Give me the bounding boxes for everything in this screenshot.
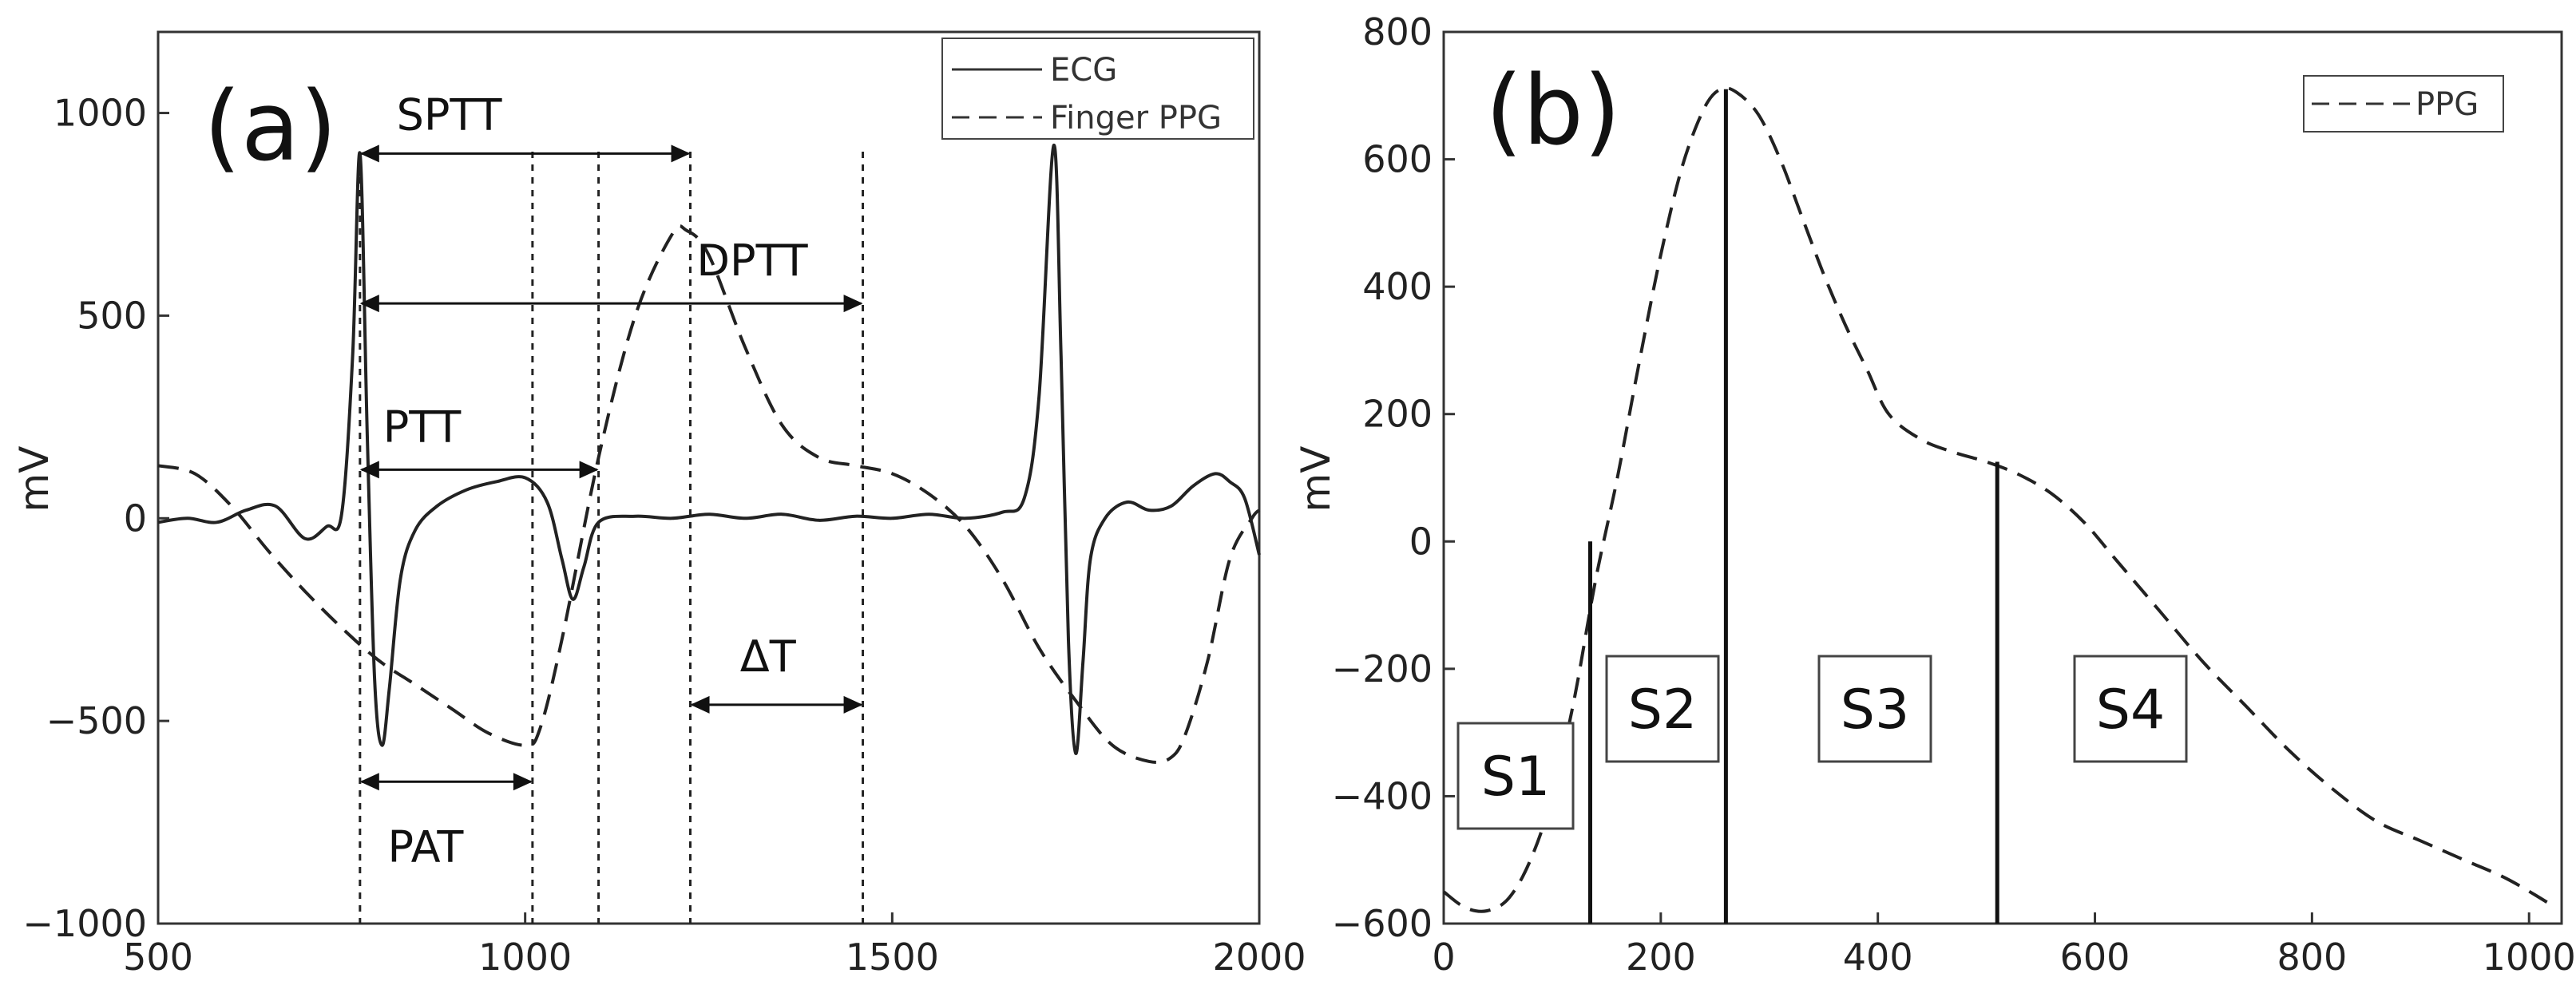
annotation-arrowhead-right <box>843 695 863 714</box>
segment-label-s3: S3 <box>1841 679 1909 742</box>
annotation-arrowhead-left <box>359 461 379 479</box>
panel-b-xtick-label: 600 <box>2060 936 2130 979</box>
panel-a-legend-box <box>941 38 1254 140</box>
segment-box-s3: S3 <box>1817 655 1932 763</box>
panel-a-xtick-label: 1500 <box>846 936 939 979</box>
segment-box-s2: S2 <box>1605 655 1720 763</box>
panel-b-ytick-label: 800 <box>1362 10 1433 53</box>
panel-a-xtick-label: 2000 <box>1212 936 1306 979</box>
annotation-arrowhead-left <box>690 695 710 714</box>
segment-box-s1: S1 <box>1456 722 1575 830</box>
annotation-arrowhead-right <box>579 461 599 479</box>
annotation-0 <box>359 144 691 163</box>
legend-ecg-label: ECG <box>1050 52 1117 89</box>
annotation-2 <box>359 461 599 479</box>
panel-a-xtick-label: 500 <box>123 936 193 979</box>
panel-b-ytick-label: 0 <box>1409 520 1433 563</box>
panel-a: SPTT DPTT PTT ΔT PAT 500 1000 1500 2000 1000 500 0… <box>11 30 1306 979</box>
panel-b-ytick-label: 200 <box>1362 393 1433 436</box>
panel-a-ytick-label: 500 <box>77 294 147 337</box>
panel-a-frame <box>157 30 1261 925</box>
series-finger-ppg <box>157 224 1261 765</box>
panel-b-label: (b) <box>1485 56 1621 167</box>
annotation-arrowhead-left <box>359 295 379 313</box>
panel-a-ytick-label: −1000 <box>22 902 147 945</box>
annotation-1 <box>359 295 863 313</box>
panel-b-ytick-label: −400 <box>1332 774 1433 817</box>
panel-b-ytick-label: 400 <box>1362 265 1433 308</box>
panel-b-ytick-label: 600 <box>1362 138 1433 181</box>
panel-a-ytick-label: 1000 <box>54 92 147 135</box>
annotation-label-4: PAT <box>387 821 464 872</box>
segment-box-s4: S4 <box>2073 655 2188 763</box>
panel-a-xtick-label: 1000 <box>478 936 572 979</box>
panel-a-label: (a) <box>204 72 337 183</box>
annotation-arrowhead-right <box>671 144 691 163</box>
annotation-arrowhead-right <box>843 295 863 313</box>
panel-b-ytick-label: −200 <box>1332 647 1433 690</box>
legend-ppg-b-label: PPG <box>2415 86 2479 123</box>
panel-b-ylabel: mV <box>1293 446 1339 512</box>
panel-b-legend: PPG <box>2303 75 2504 133</box>
annotation-label-3: ΔT <box>740 631 797 682</box>
annotation-label-0: SPTT <box>397 89 503 140</box>
panel-b-ytick-label: −600 <box>1332 902 1433 945</box>
panel-b-xtick-label: 200 <box>1626 936 1696 979</box>
panel-a-ylabel: mV <box>11 446 57 512</box>
annotation-arrowhead-right <box>513 773 533 791</box>
annotation-label-1: DPTT <box>696 235 808 286</box>
panel-b-frame <box>1442 30 2563 925</box>
annotation-arrowhead-left <box>359 144 379 163</box>
segment-label-s4: S4 <box>2096 679 2165 742</box>
panel-b-xtick-label: 800 <box>2277 936 2347 979</box>
segment-label-s1: S1 <box>1481 746 1550 809</box>
panel-b-xtick-label: 0 <box>1432 936 1455 979</box>
panel-b: 0 200 400 600 800 1000 800 600 400 200 0 −200 −400 −6… <box>1293 10 2576 979</box>
annotation-3 <box>690 695 863 714</box>
annotation-label-2: PTT <box>383 402 462 452</box>
annotation-4 <box>359 773 533 791</box>
panel-a-ytick-label: 0 <box>124 497 147 540</box>
series-ecg <box>157 144 1261 755</box>
series-ppg-b <box>1442 86 2552 913</box>
segment-label-s2: S2 <box>1628 679 1697 742</box>
annotation-arrowhead-left <box>359 773 379 791</box>
panel-b-xtick-label: 400 <box>1843 936 1913 979</box>
panel-a-ytick-label: −500 <box>46 699 147 742</box>
panel-a-legend: ECG Finger PPG <box>941 38 1254 140</box>
panel-b-xtick-label: 1000 <box>2483 936 2576 979</box>
legend-ppg-label: Finger PPG <box>1050 100 1222 137</box>
